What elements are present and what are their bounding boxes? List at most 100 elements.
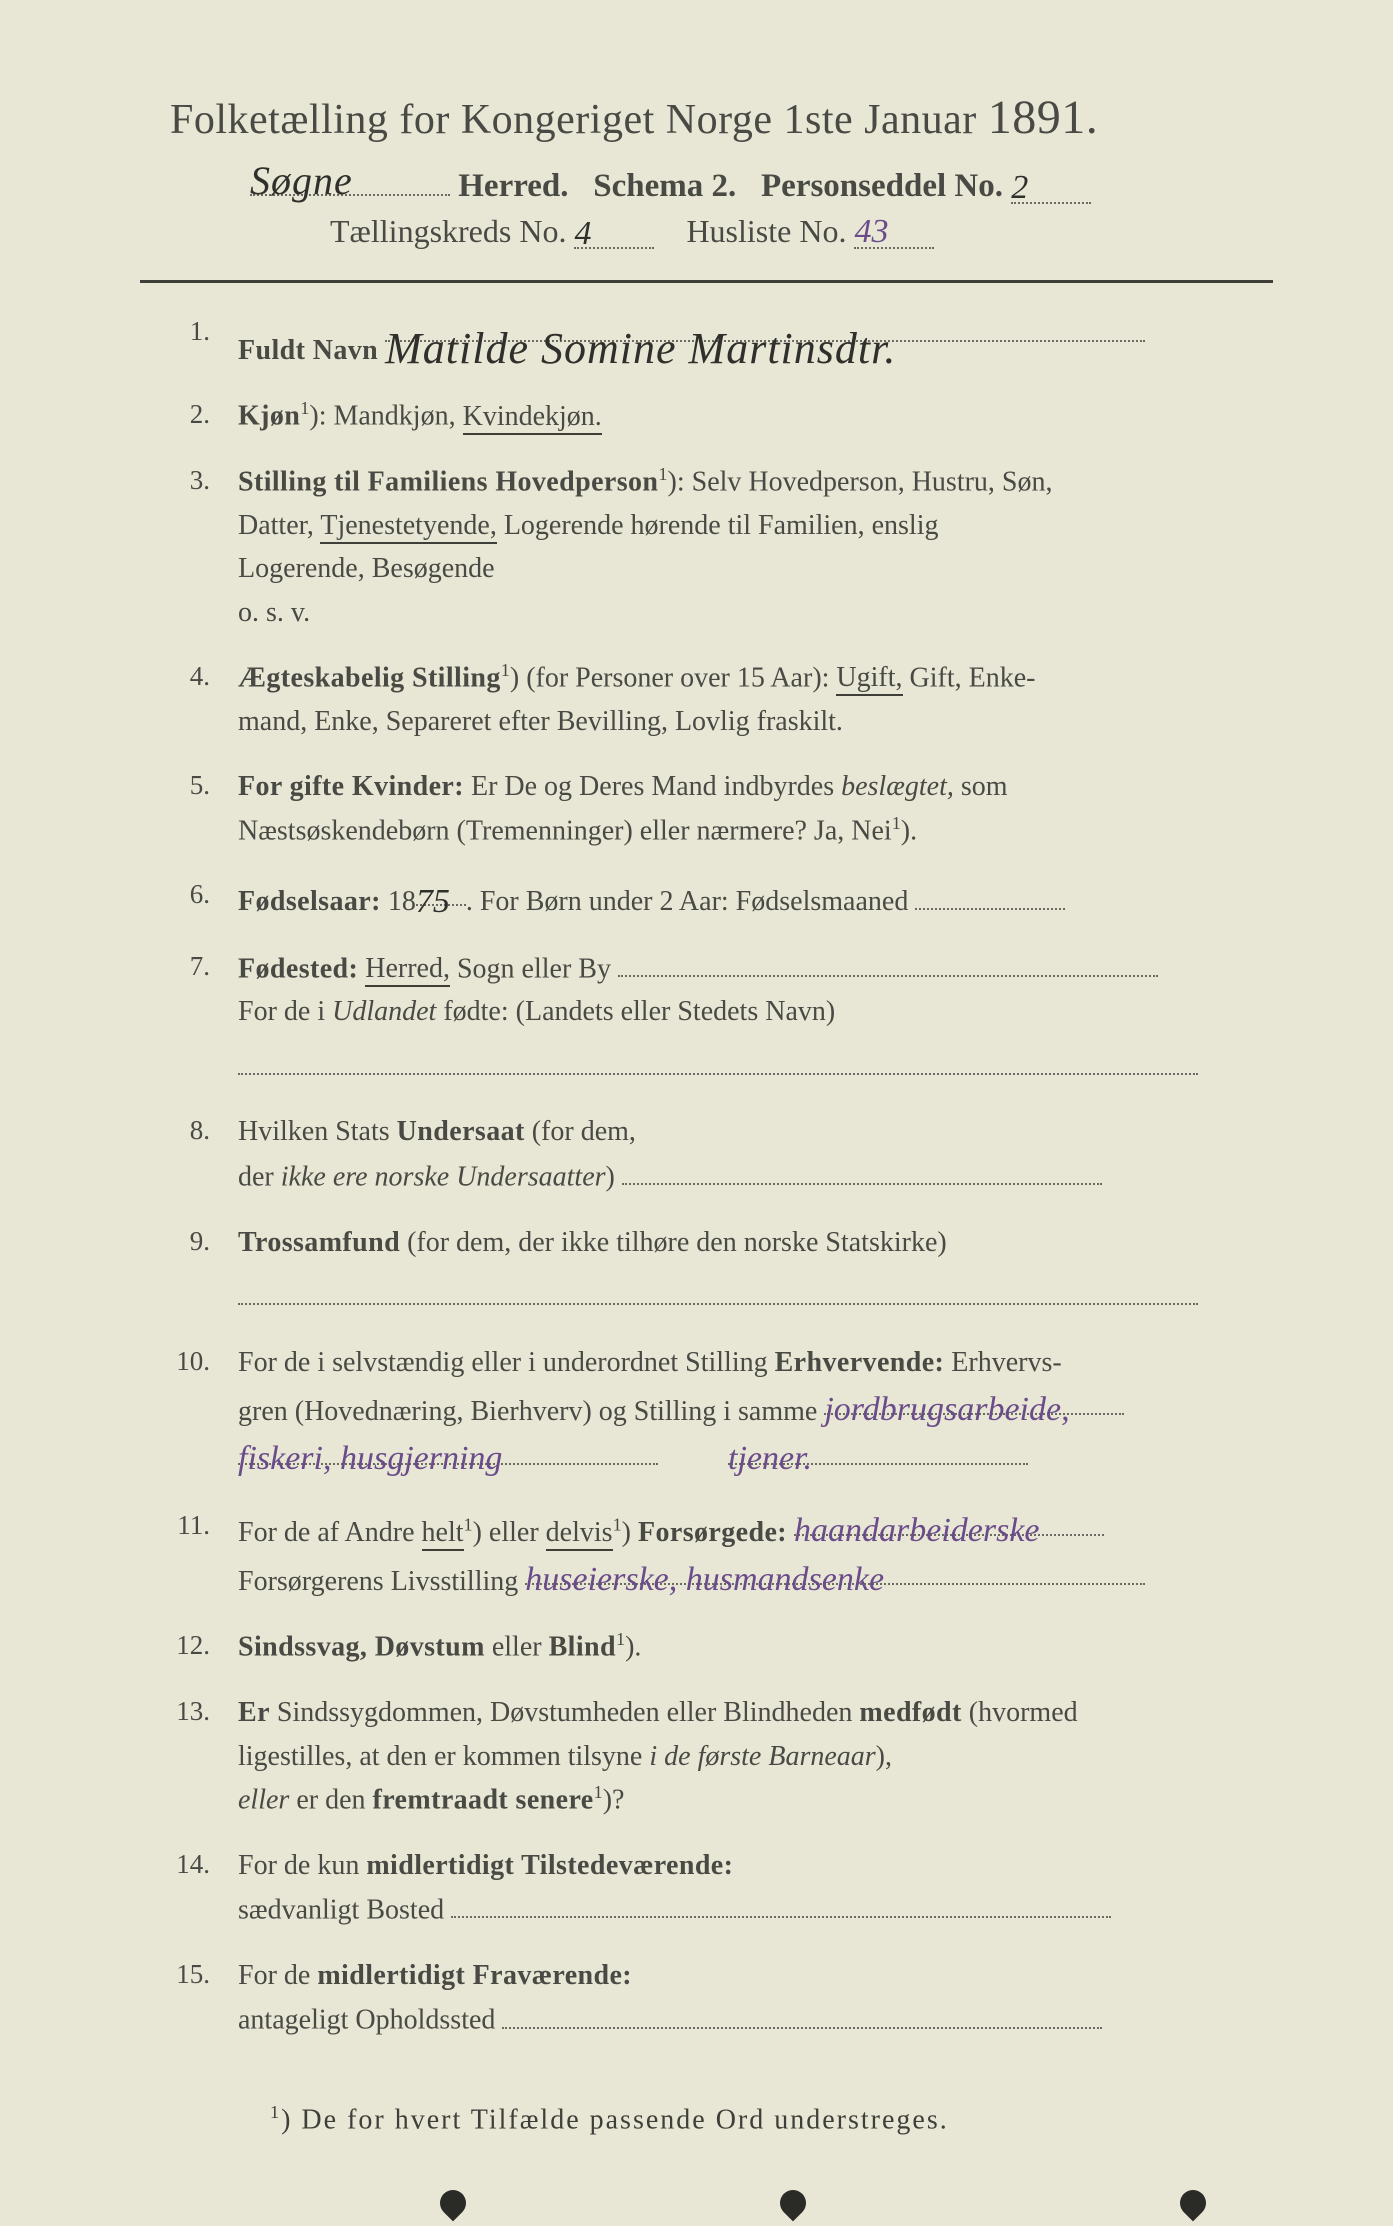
item-15: 15. For de midlertidigt Fraværende: anta… — [140, 1954, 1273, 2042]
item-3: 3. Stilling til Familiens Hovedperson1):… — [140, 460, 1273, 634]
form-items: 1. Fuldt Navn Matilde Somine Martinsdtr.… — [140, 311, 1273, 2042]
q13-sup: 1 — [594, 1782, 603, 1802]
q5-label: For gifte Kvinder: — [238, 771, 464, 802]
item-10: 10. For de i selvstændig eller i underor… — [140, 1341, 1273, 1483]
q5-rest1b: som — [961, 771, 1008, 802]
q8-ital: ikke ere norske Undersaatter — [281, 1161, 606, 1192]
q6-year: 75 — [416, 883, 450, 920]
q14-label: midlertidigt Tilstedeværende: — [366, 1850, 733, 1881]
item-6: 6. Fødselsaar: 1875. For Børn under 2 Aa… — [140, 874, 1273, 923]
q13-frem: fremtraadt senere — [373, 1784, 594, 1815]
q13-medfodt: medfødt — [859, 1697, 961, 1728]
item-1: 1. Fuldt Navn Matilde Somine Martinsdtr. — [140, 311, 1273, 372]
census-form-page: Folketælling for Kongeriget Norge 1ste J… — [0, 0, 1393, 2226]
q15-pre: For de — [238, 1960, 310, 1991]
q3-line1a: Selv Hovedperson, Hustru, Søn, — [692, 466, 1053, 497]
q8-label: Undersaat — [397, 1116, 525, 1147]
item-14: 14. For de kun midlertidigt Tilstedevære… — [140, 1844, 1273, 1932]
personseddel-value: 2 — [1011, 169, 1028, 206]
item-num: 11. — [140, 1505, 238, 1604]
q10-pre: For de i selvstændig eller i underordnet… — [238, 1347, 768, 1378]
q9-field — [238, 1264, 1198, 1305]
q7-rest: Sogn eller By — [457, 953, 611, 984]
q2-label: Kjøn — [238, 401, 300, 432]
item-num: 5. — [140, 765, 238, 852]
item-body: For de midlertidigt Fraværende: antageli… — [238, 1954, 1273, 2042]
item-num: 12. — [140, 1625, 238, 1669]
q4-ugift-selected: Ugift, — [836, 662, 902, 696]
q8-rest1: (for dem, — [532, 1116, 636, 1147]
kreds-label: Tællingskreds No. — [330, 213, 566, 249]
item-7: 7. Fødested: Herred, Sogn eller By For d… — [140, 946, 1273, 1089]
item-body: Fødselsaar: 1875. For Børn under 2 Aar: … — [238, 874, 1273, 923]
item-num: 7. — [140, 946, 238, 1089]
q14-line2: sædvanligt Bosted — [238, 1894, 444, 1925]
q6-rest: . For Børn under 2 Aar: Fødselsmaaned — [466, 886, 909, 917]
item-num: 3. — [140, 460, 238, 634]
item-num: 13. — [140, 1691, 238, 1822]
paper-tear-icon — [435, 2185, 472, 2222]
q11-hand1: haandarbeiderske — [794, 1512, 1040, 1549]
q1-value: Matilde Somine Martinsdtr. — [385, 324, 896, 373]
q12-label: Sindssvag, Døvstum — [238, 1632, 485, 1663]
q13-line3: er den — [296, 1784, 365, 1815]
q14-pre: For de kun — [238, 1850, 359, 1881]
item-8: 8. Hvilken Stats Undersaat (for dem, der… — [140, 1110, 1273, 1198]
q12-end: ). — [625, 1632, 641, 1663]
q11-line2: Forsørgerens Livsstilling — [238, 1566, 518, 1597]
q2-sup: 1 — [300, 398, 309, 418]
divider-rule — [140, 280, 1273, 283]
q13-end1: ), — [876, 1741, 892, 1772]
item-12: 12. Sindssvag, Døvstum eller Blind1). — [140, 1625, 1273, 1669]
item-num: 2. — [140, 394, 238, 438]
q11-sup1: 1 — [464, 1514, 473, 1534]
husliste-field: 43 — [854, 213, 934, 249]
q4-rest1: Gift, Enke- — [910, 662, 1036, 693]
q13-pre: Er — [238, 1697, 270, 1728]
q12-sup: 1 — [616, 1629, 625, 1649]
q4-label: Ægteskabelig Stilling — [238, 662, 501, 693]
q7-label: Fødested: — [238, 953, 358, 984]
q10-hand1-field: jordbrugsarbeide, — [824, 1384, 1124, 1415]
q3-label: Stilling til Familiens Hovedperson — [238, 466, 658, 497]
item-body: Er Sindssygdommen, Døvstumheden eller Bl… — [238, 1691, 1273, 1822]
q13-ital2: eller — [238, 1784, 289, 1815]
q8-field — [622, 1154, 1102, 1185]
item-num: 14. — [140, 1844, 238, 1932]
q15-line2: antageligt Opholdssted — [238, 2005, 495, 2036]
q6-year-field: 75 — [416, 874, 466, 905]
q3-line2b: Logerende hørende til Familien, enslig — [504, 510, 939, 541]
q14-field — [451, 1887, 1111, 1918]
item-body: Trossamfund (for dem, der ikke tilhøre d… — [238, 1221, 1273, 1319]
personseddel-field: 2 — [1011, 167, 1091, 204]
q6-prefix: 18 — [388, 886, 416, 917]
item-body: Fuldt Navn Matilde Somine Martinsdtr. — [238, 311, 1273, 372]
q12-rest: eller — [492, 1632, 542, 1663]
q10-rest: Erhvervs- — [951, 1347, 1061, 1378]
husliste-label: Husliste No. — [686, 213, 846, 249]
q3-line3: Logerende, Besøgende — [238, 553, 495, 584]
q10-hand2: fiskeri, husgjerning — [238, 1440, 502, 1477]
q11-delvis: delvis — [546, 1517, 613, 1551]
q13-paren: (hvormed — [969, 1697, 1078, 1728]
paper-tear-icon — [1175, 2185, 1212, 2222]
q10-hand3: tjener. — [728, 1440, 812, 1477]
q9-label: Trossamfund — [238, 1227, 400, 1258]
item-11: 11. For de af Andre helt1) eller delvis1… — [140, 1505, 1273, 1604]
q8-end: ) — [606, 1161, 615, 1192]
q11-eller: ) eller — [473, 1517, 539, 1548]
paper-tear-icon — [775, 2185, 812, 2222]
q11-pre: For de af Andre — [238, 1517, 415, 1548]
footnote-text: ) De for hvert Tilfælde passende Ord und… — [281, 2104, 949, 2135]
q3-datter: Datter, — [238, 510, 314, 541]
q10-hand3-field: tjener. — [728, 1433, 1028, 1464]
item-body: Ægteskabelig Stilling1) (for Personer ov… — [238, 656, 1273, 743]
q15-label: midlertidigt Fraværende: — [317, 1960, 632, 1991]
q4-line2: mand, Enke, Separeret efter Bevilling, L… — [238, 706, 843, 737]
schema-label: Schema 2. — [593, 168, 736, 204]
q5-end: ). — [901, 815, 917, 846]
q9-rest: (for dem, der ikke tilhøre den norske St… — [407, 1227, 947, 1258]
item-4: 4. Ægteskabelig Stilling1) (for Personer… — [140, 656, 1273, 743]
item-body: Sindssvag, Døvstum eller Blind1). — [238, 1625, 1273, 1669]
q13-ital1: i de første Barneaar — [649, 1741, 875, 1772]
